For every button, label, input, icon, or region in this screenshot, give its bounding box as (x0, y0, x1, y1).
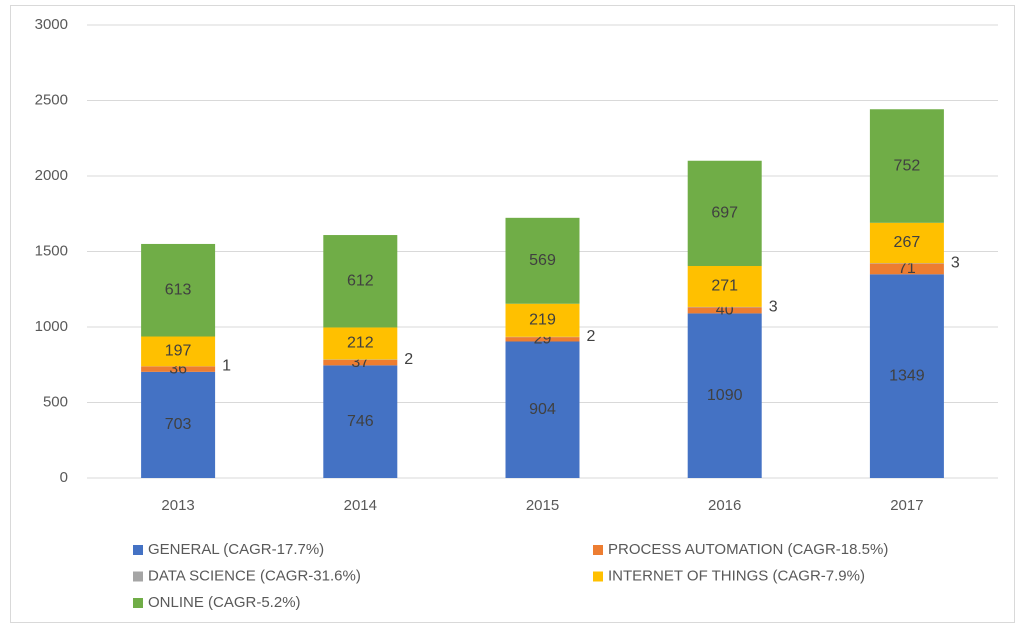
legend-label: PROCESS AUTOMATION (CAGR-18.5%) (608, 541, 888, 558)
x-tick-label: 2013 (161, 497, 194, 514)
x-tick-label: 2017 (890, 497, 923, 514)
data-label: 904 (529, 401, 556, 418)
data-label: 752 (894, 157, 921, 174)
data-label: 613 (165, 281, 192, 298)
data-label: 212 (347, 335, 374, 352)
data-label: 697 (711, 205, 738, 222)
legend-label: ONLINE (CAGR-5.2%) (148, 594, 301, 611)
bar-segment (687, 313, 762, 478)
data-label: 1349 (889, 367, 925, 384)
bar-segment (869, 274, 944, 478)
legend-swatch (593, 571, 603, 582)
data-label: 2 (404, 351, 413, 368)
legend-swatch (133, 545, 143, 555)
legend-label: GENERAL (CAGR-17.7%) (148, 541, 324, 558)
legend-label: DATA SCIENCE (CAGR-31.6%) (148, 567, 361, 584)
bar-segment (869, 109, 944, 223)
bar-segment (505, 341, 580, 478)
y-tick-label: 0 (60, 469, 68, 486)
data-label: 71 (898, 260, 916, 277)
y-tick-label: 1000 (35, 318, 68, 335)
bar-segment (687, 160, 762, 266)
y-tick-label: 2000 (35, 167, 68, 184)
bar-segment (505, 337, 580, 342)
x-tick-label: 2016 (708, 497, 741, 514)
data-label: 271 (711, 278, 738, 295)
data-label: 219 (529, 311, 556, 328)
bar-segment (323, 359, 398, 366)
bar-segment (505, 303, 580, 337)
x-tick-label: 2015 (526, 497, 559, 514)
bar-segment (687, 265, 762, 307)
data-label: 3 (951, 255, 960, 272)
data-label: 703 (165, 416, 192, 433)
data-label: 2 (587, 328, 596, 345)
bar-segment (323, 235, 398, 328)
data-label: 267 (894, 234, 921, 251)
y-tick-label: 2500 (35, 91, 68, 108)
bar-segment (869, 263, 944, 275)
bar-segment (141, 371, 216, 478)
bar-segment (141, 366, 216, 372)
bar-segment (869, 222, 944, 264)
data-label: 1 (222, 358, 231, 375)
data-label: 569 (529, 252, 556, 269)
bar-segment (687, 307, 762, 314)
y-tick-label: 500 (43, 393, 68, 410)
data-label: 1090 (707, 387, 743, 404)
bar-segment (323, 365, 398, 478)
data-label: 612 (347, 272, 374, 289)
data-label: 197 (165, 343, 192, 360)
legend-swatch (133, 598, 143, 608)
data-label: 3 (769, 298, 778, 315)
y-tick-label: 3000 (35, 16, 68, 33)
bar-segment (141, 243, 216, 337)
bar-segment (505, 217, 580, 304)
data-label: 746 (347, 413, 374, 430)
legend-label: INTERNET OF THINGS (CAGR-7.9%) (608, 567, 865, 584)
y-tick-label: 1500 (35, 242, 68, 259)
bar-segment (323, 327, 398, 360)
x-tick-label: 2014 (344, 497, 377, 514)
bar-segment (141, 336, 216, 367)
legend-swatch (593, 545, 603, 555)
legend-swatch (133, 571, 143, 582)
